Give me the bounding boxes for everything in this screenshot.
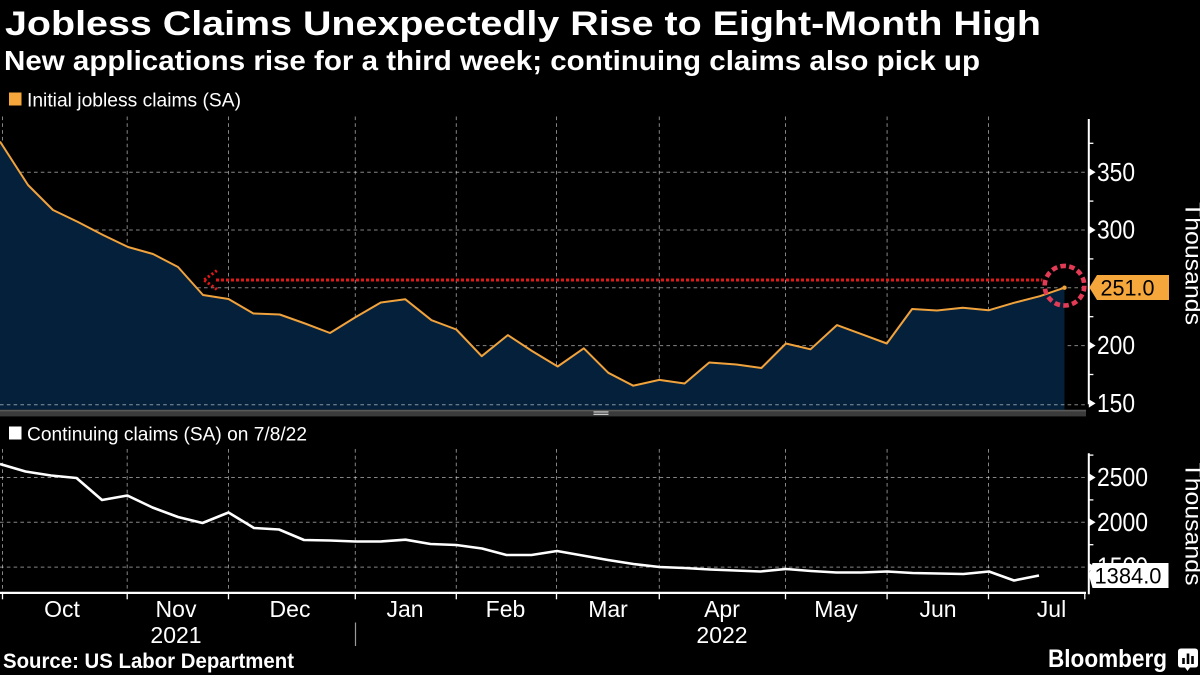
svg-text:Initial jobless claims (SA): Initial jobless claims (SA): [27, 91, 241, 112]
svg-text:Apr: Apr: [704, 596, 740, 622]
svg-text:Jul: Jul: [1037, 596, 1066, 622]
svg-text:2022: 2022: [696, 622, 747, 648]
svg-text:2500: 2500: [1097, 462, 1148, 492]
svg-text:300: 300: [1097, 215, 1135, 245]
svg-text:Jobless Claims Unexpectedly Ri: Jobless Claims Unexpectedly Rise to Eigh…: [5, 5, 1041, 43]
svg-text:Jun: Jun: [919, 596, 956, 622]
svg-text:Continuing claims (SA) on 7/8/: Continuing claims (SA) on 7/8/22: [27, 425, 307, 446]
svg-text:350: 350: [1097, 157, 1135, 187]
svg-text:200: 200: [1097, 330, 1135, 360]
svg-text:150: 150: [1097, 388, 1135, 418]
svg-text:251.0: 251.0: [1101, 276, 1155, 301]
svg-text:2021: 2021: [150, 622, 201, 648]
svg-text:Jan: Jan: [386, 596, 423, 622]
svg-text:Oct: Oct: [44, 596, 80, 622]
svg-text:Dec: Dec: [270, 596, 311, 622]
svg-text:May: May: [814, 596, 858, 622]
svg-text:1384.0: 1384.0: [1095, 563, 1162, 588]
svg-text:Source: US Labor Department: Source: US Labor Department: [3, 650, 294, 673]
svg-text:Thousands: Thousands: [1181, 202, 1200, 325]
svg-text:Bloomberg: Bloomberg: [1048, 645, 1167, 673]
svg-text:New applications rise for a th: New applications rise for a third week; …: [4, 45, 980, 76]
svg-text:2000: 2000: [1097, 507, 1148, 537]
svg-text:Thousands: Thousands: [1181, 463, 1200, 586]
svg-text:Mar: Mar: [588, 596, 628, 622]
svg-text:Nov: Nov: [156, 596, 197, 622]
svg-text:Feb: Feb: [486, 596, 526, 622]
